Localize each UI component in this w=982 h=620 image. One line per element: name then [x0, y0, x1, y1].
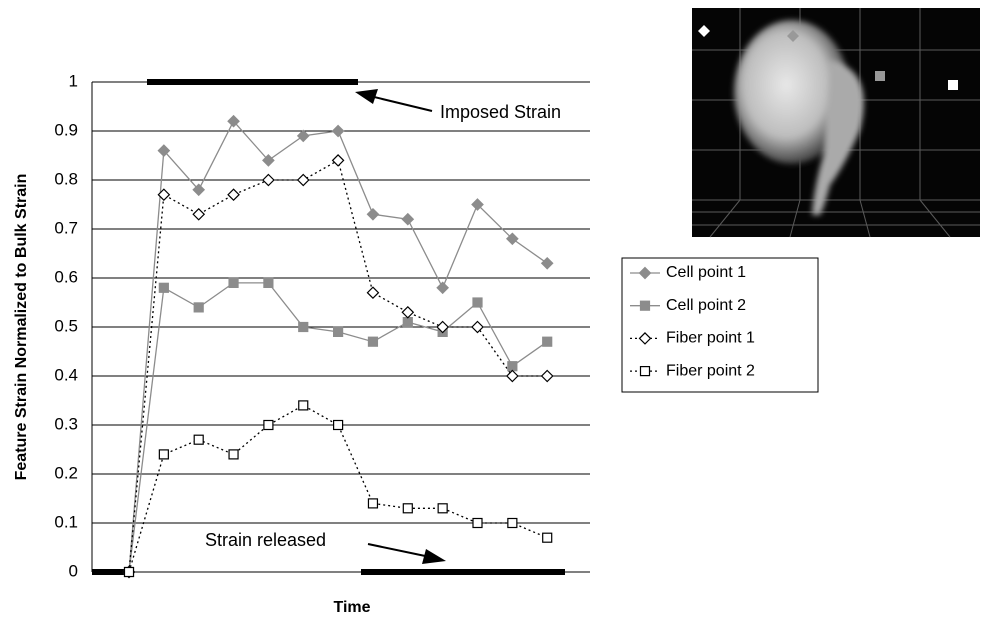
legend-label: Cell point 2 [666, 297, 746, 314]
marker [264, 421, 273, 430]
marker [542, 371, 553, 382]
annotation: Strain released [205, 530, 326, 550]
marker [334, 327, 343, 336]
marker [159, 283, 168, 292]
series-line [129, 405, 547, 572]
y-tick-label: 0.7 [54, 218, 78, 237]
marker [368, 499, 377, 508]
marker [228, 189, 239, 200]
marker [125, 568, 134, 577]
marker [508, 362, 517, 371]
y-tick-label: 0.1 [54, 512, 78, 531]
marker [542, 258, 553, 269]
y-tick-label: 0.2 [54, 463, 78, 482]
y-tick-label: 0.8 [54, 169, 78, 188]
legend-marker [641, 301, 650, 310]
legend-marker [641, 367, 650, 376]
marker [403, 504, 412, 513]
marker [543, 337, 552, 346]
marker [333, 155, 344, 166]
y-axis-title: Feature Strain Normalized to Bulk Strain [13, 174, 30, 481]
arrow [355, 89, 432, 111]
arrow [368, 544, 446, 564]
marker [334, 421, 343, 430]
annotation: Imposed Strain [440, 102, 561, 122]
marker [193, 209, 204, 220]
series-line [129, 160, 547, 572]
marker [473, 519, 482, 528]
marker [402, 307, 413, 318]
marker [194, 303, 203, 312]
marker [299, 401, 308, 410]
marker [543, 533, 552, 542]
marker [263, 175, 274, 186]
marker [298, 130, 309, 141]
legend-label: Fiber point 1 [666, 330, 755, 347]
marker [229, 278, 238, 287]
y-tick-label: 1 [69, 71, 78, 90]
legend-label: Cell point 1 [666, 264, 746, 281]
marker [194, 435, 203, 444]
marker [299, 323, 308, 332]
marker [368, 337, 377, 346]
marker [229, 450, 238, 459]
chart: Imposed Strain Strain released Time Feat… [0, 0, 982, 620]
marker [507, 371, 518, 382]
marker [402, 214, 413, 225]
x-axis-title: Time [333, 599, 370, 616]
marker [264, 278, 273, 287]
y-tick-label: 0.3 [54, 414, 78, 433]
y-tick-label: 0 [69, 561, 78, 580]
marker [473, 298, 482, 307]
marker [472, 322, 483, 333]
marker [403, 318, 412, 327]
marker [437, 282, 448, 293]
y-tick-label: 0.4 [54, 365, 78, 384]
marker [367, 287, 378, 298]
marker [298, 175, 309, 186]
series-line [129, 121, 547, 572]
inset-image [692, 8, 980, 237]
legend-label: Fiber point 2 [666, 362, 755, 379]
marker [333, 126, 344, 137]
marker [159, 450, 168, 459]
y-tick-label: 0.6 [54, 267, 78, 286]
marker [438, 504, 447, 513]
marker [367, 209, 378, 220]
y-tick-label: 0.5 [54, 316, 78, 335]
y-tick-label: 0.9 [54, 120, 78, 139]
marker [508, 519, 517, 528]
plot: 0 0.1 0.2 0.3 0.4 0.5 0.6 0.7 0.8 0.9 1 [54, 71, 590, 580]
